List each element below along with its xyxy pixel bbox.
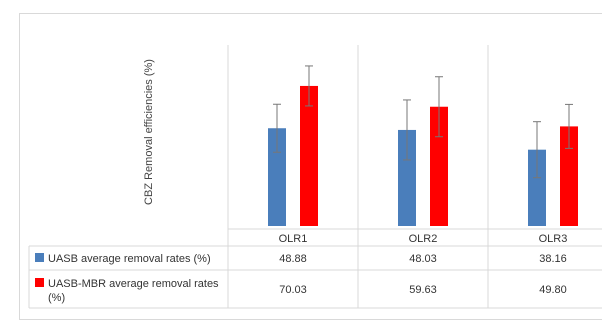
bar-uasb-olr3 xyxy=(528,149,546,226)
legend-label-line: (%) xyxy=(48,292,65,304)
value-cell: 48.03 xyxy=(409,253,437,265)
value-cell: 70.03 xyxy=(279,284,307,296)
y-axis-label: CBZ Removal efficiencies (%) xyxy=(143,59,155,205)
bars-group xyxy=(268,85,578,226)
legend-swatch-uasb xyxy=(35,253,44,262)
legend-label-line: UASB-MBR average removal rates xyxy=(48,278,219,290)
bar-uasb-olr1 xyxy=(268,128,286,226)
value-cell: 38.16 xyxy=(539,253,567,265)
bar-uasb-mbr-olr3 xyxy=(560,126,578,226)
category-dividers xyxy=(227,45,489,308)
data-table: OLR1 OLR2 OLR3 UASB average removal rates (… xyxy=(28,228,602,309)
chart-frame xyxy=(19,13,602,320)
category-label-olr2: OLR2 xyxy=(409,233,438,245)
legend-label-uasb-mbr: UASB-MBR average removal rates (%) xyxy=(48,278,219,304)
value-cell: 48.88 xyxy=(279,253,307,265)
legend-swatch-uasb-mbr xyxy=(35,278,44,287)
bar-uasb-mbr-olr1 xyxy=(300,85,318,226)
error-bars-group xyxy=(273,65,573,179)
category-label-olr1: OLR1 xyxy=(279,233,308,245)
bar-uasb-mbr-olr2 xyxy=(430,106,448,226)
legend-label-uasb: UASB average removal rates (%) xyxy=(48,253,211,265)
category-label-olr3: OLR3 xyxy=(539,233,568,245)
value-cell: 49.80 xyxy=(539,284,567,296)
bar-uasb-olr2 xyxy=(398,129,416,226)
value-cell: 59.63 xyxy=(409,284,437,296)
